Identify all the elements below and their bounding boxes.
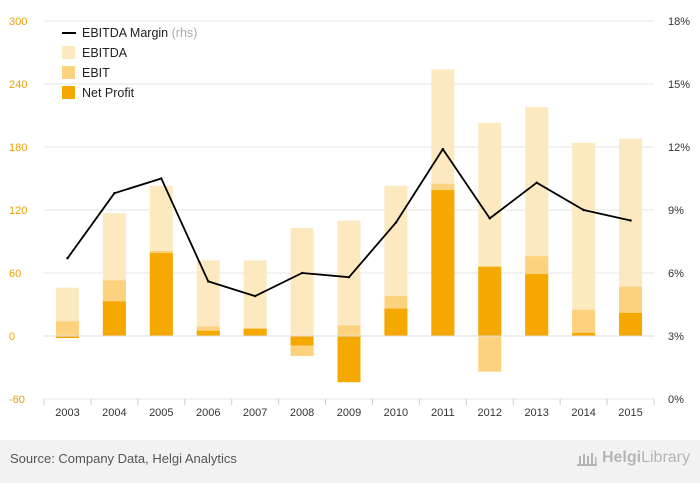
brand-name: HelgiLibrary [602,449,690,467]
bar-ebitda[interactable] [290,227,314,336]
y-right-tick-label: 6% [668,268,684,280]
bar-net-profit[interactable] [55,336,79,339]
point-ebitda-margin[interactable] [66,257,69,260]
x-tick-label: 2006 [196,407,220,419]
point-ebitda-margin[interactable] [160,177,163,180]
point-ebitda-margin[interactable] [535,181,538,184]
brand-logo[interactable]: HelgiLibrary [576,449,690,467]
y-left-tick-label: 60 [9,268,21,280]
bar-net-profit[interactable] [243,328,267,336]
x-tick-label: 2007 [243,407,267,419]
bar-net-profit[interactable] [149,253,173,336]
bar-ebit[interactable] [478,336,502,372]
x-tick-label: 2010 [384,407,408,419]
bar-net-profit[interactable] [290,336,314,346]
legend-label[interactable]: EBITDA [82,46,128,60]
legend-label[interactable]: EBITDA Margin (rhs) [82,26,197,40]
point-ebitda-margin[interactable] [582,208,585,212]
x-tick-label: 2014 [571,407,595,419]
y-left-tick-label: 0 [9,331,15,343]
y-right-tick-label: 9% [668,205,684,217]
bar-net-profit[interactable] [478,266,502,336]
bar-net-profit[interactable] [384,308,408,336]
bar-ebit[interactable] [572,309,596,336]
bar-ebit[interactable] [337,325,361,337]
legend-label[interactable]: EBIT [82,66,110,80]
y-left-tick-label: 120 [9,205,27,217]
x-tick-label: 2012 [478,407,502,419]
source-text: Source: Company Data, Helgi Analytics [10,451,237,466]
y-right-tick-label: 3% [668,331,684,343]
bar-net-profit[interactable] [525,274,549,336]
legend-sublabel: (rhs) [168,26,197,40]
brand-bold: Helgi [601,449,642,466]
bar-net-profit[interactable] [102,301,126,336]
bar-net-profit[interactable] [196,330,220,336]
point-ebitda-margin[interactable] [207,280,210,283]
x-tick-label: 2008 [290,407,314,419]
brand-light: Library [641,449,690,466]
y-right-tick-label: 0% [668,394,684,406]
y-left-tick-label: 180 [9,142,27,154]
point-ebitda-margin[interactable] [253,294,257,298]
point-ebitda-margin[interactable] [300,271,304,275]
x-tick-label: 2011 [431,407,455,419]
bar-ebitda[interactable] [243,260,267,336]
x-tick-label: 2015 [618,407,642,419]
chart-area: -60 0% 0 3% 60 6% 120 9% 180 12% 240 15% 300 18% 2003 2… [0,0,700,440]
bar-net-profit[interactable] [337,336,361,383]
x-tick-label: 2003 [55,407,79,419]
x-tick-label: 2005 [149,407,173,419]
point-ebitda-margin[interactable] [113,192,116,195]
legend-label[interactable]: Net Profit [82,86,135,100]
y-right-tick-label: 15% [668,79,690,91]
point-ebitda-margin[interactable] [488,217,491,220]
bar-net-profit[interactable] [572,332,596,336]
y-right-tick-label: 12% [668,142,690,154]
x-tick-label: 2009 [337,407,361,419]
y-left-tick-label: -60 [9,394,25,406]
legend-box-marker [62,46,75,59]
bar-net-profit[interactable] [431,190,455,336]
y-right-tick-label: 18% [668,16,690,28]
legend-box-marker [62,66,75,79]
point-ebitda-margin[interactable] [394,221,398,224]
bar-ebit[interactable] [55,321,79,336]
point-ebitda-margin[interactable] [347,276,351,279]
legend-box-marker [62,86,75,99]
y-left-tick-label: 300 [9,16,27,28]
library-icon [576,453,597,466]
footer: Source: Company Data, Helgi Analytics He… [0,440,700,483]
bar-ebitda[interactable] [572,142,596,336]
x-tick-label: 2004 [102,407,126,419]
chart: -60 0% 0 3% 60 6% 120 9% 180 12% 240 15% 300 18% 2003 2… [9,16,690,419]
x-tick-label: 2013 [524,407,548,419]
bar-ebitda[interactable] [196,260,220,336]
point-ebitda-margin[interactable] [441,147,445,151]
y-left-tick-label: 240 [9,79,27,91]
point-ebitda-margin[interactable] [629,219,632,222]
bar-net-profit[interactable] [619,312,643,336]
